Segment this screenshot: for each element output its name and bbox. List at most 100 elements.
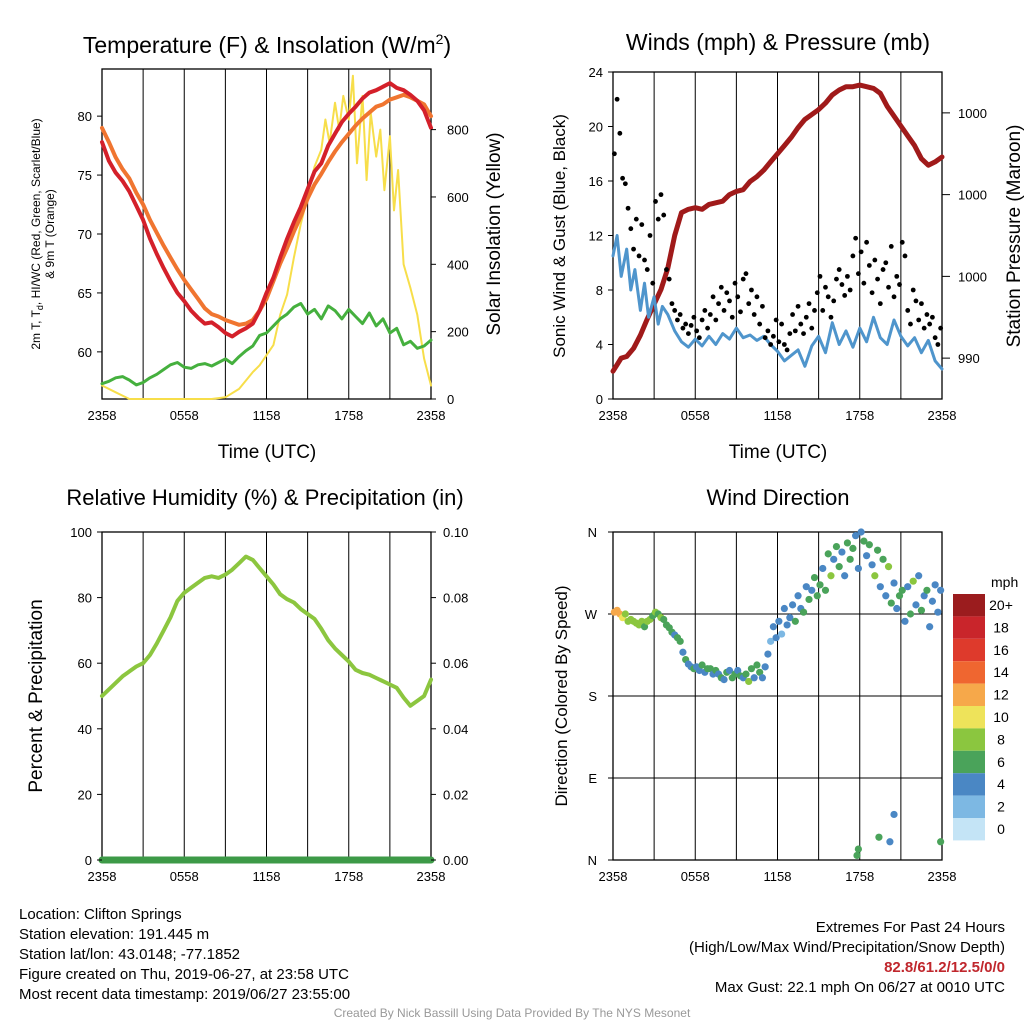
rh-x-tick-label: 1158: [253, 869, 281, 884]
station-location: Location: Clifton Springs: [19, 906, 182, 923]
rh-x-tick-label: 2358: [88, 869, 117, 884]
temp-y-right-tick-label: 400: [447, 257, 469, 272]
wind-series-black-point: [864, 239, 870, 245]
wind-series-black-point: [938, 325, 944, 331]
legend-label: 18: [993, 619, 1009, 635]
wind-x-axis-label: Time (UTC): [729, 442, 828, 463]
wind-series-black-point: [927, 321, 933, 327]
wind-x-tick-label: 2358: [599, 408, 628, 423]
wind-series-black-point: [787, 331, 793, 336]
wind-series-black-point: [921, 325, 927, 331]
temp-x-tick-label: 0558: [170, 408, 199, 423]
dir-point: [868, 561, 876, 569]
wind-series-black-point: [812, 308, 817, 313]
wind-series-black-point: [803, 314, 809, 320]
wind-series-black-point: [801, 331, 806, 336]
rh-x-tick-label: 0558: [170, 869, 199, 884]
dir-point: [786, 614, 794, 622]
dir-point: [832, 542, 841, 551]
dir-point: [835, 563, 843, 571]
temp-y-label-part: 2m T, T: [29, 309, 43, 349]
wind-y-tick-label: 24: [589, 65, 603, 80]
temp-x-tick-label: 2358: [417, 408, 446, 423]
wind-series-black-point: [625, 205, 631, 211]
wind-series-black-point: [924, 312, 930, 317]
temp-y-right-tick-label: 600: [447, 190, 469, 205]
dir-point: [854, 845, 862, 853]
dir-point: [679, 648, 687, 656]
wind-series-black-point: [675, 317, 680, 323]
wind-series-black-point: [694, 328, 700, 334]
dir-point: [753, 661, 761, 669]
dir-x-tick-label: 1158: [764, 869, 792, 884]
wind-series-black-point: [792, 328, 798, 334]
wind-series-black-point: [902, 253, 908, 259]
rh-y-right-tick-label: 0.06: [443, 656, 468, 671]
dir-point: [802, 583, 810, 591]
dir-point: [876, 583, 884, 591]
temp-x-tick-label: 1158: [253, 408, 281, 423]
rh-y-right-tick-label: 0.02: [443, 787, 468, 802]
wind-series-black-point: [680, 325, 686, 331]
dir-point: [819, 564, 827, 573]
dir-point: [805, 595, 813, 604]
wind-y-right-tick-label: 1000: [958, 269, 987, 284]
legend-swatch: [953, 773, 985, 796]
dir-point: [917, 606, 926, 614]
wind-series-black-point: [653, 199, 658, 204]
dir-point: [893, 604, 901, 613]
rh-y-right-tick-label: 0.08: [443, 591, 468, 606]
wind-series-black-point: [888, 244, 894, 249]
wind-series-black-point: [633, 216, 639, 222]
wind-series-black-point: [919, 301, 924, 307]
dir-point: [695, 666, 703, 675]
dir-point: [758, 674, 767, 682]
dir-point: [915, 572, 923, 580]
dir-point: [769, 623, 777, 631]
wind-series-black-point: [899, 239, 905, 245]
dir-point: [813, 592, 821, 600]
wind-series-black-point: [740, 276, 746, 282]
dir-point: [791, 617, 799, 625]
dir-x-tick-label: 2358: [599, 869, 628, 884]
dir-point: [756, 668, 764, 676]
wind-series-black-point: [749, 287, 754, 293]
dir-x-tick-label: 1758: [845, 869, 874, 884]
wind-series-black-point: [910, 287, 916, 293]
wind-series-black-point: [713, 317, 719, 323]
wind-series-black-point: [855, 271, 861, 277]
rh-title: Relative Humidity (%) & Precipitation (i…: [66, 485, 463, 510]
dir-point: [928, 597, 937, 605]
wind-series-black-point: [886, 284, 891, 290]
dir-point: [821, 586, 830, 594]
dir-point: [794, 592, 802, 600]
dir-point: [775, 617, 783, 625]
max-gust: Max Gust: 22.1 mph On 06/27 at 0010 UTC: [714, 979, 1005, 996]
legend-label: 14: [993, 664, 1009, 680]
dir-point: [931, 581, 939, 589]
credit-line: Created By Nick Bassill Using Data Provi…: [333, 1006, 691, 1020]
wind-y-tick-label: 16: [589, 174, 603, 189]
wind-y-tick-label: 12: [589, 229, 603, 244]
legend-label: 12: [993, 687, 1009, 703]
wind-series-black-point: [658, 192, 664, 198]
wind-series-black-point: [790, 312, 795, 317]
wind-series-black-point: [897, 282, 902, 287]
wind-series-black-point: [614, 96, 620, 102]
wind-series-black-point: [880, 267, 886, 272]
temp-y-tick-label: 60: [78, 345, 92, 360]
wind-series-black-point: [729, 314, 735, 320]
wind-series-black-point: [661, 212, 667, 218]
dir-x-tick-label: 0558: [681, 869, 710, 884]
wind-y-axis-label: Sonic Wind & Gust (Blue, Black): [550, 114, 569, 358]
wind-series-black-point: [779, 321, 785, 327]
legend-swatch: [953, 661, 985, 684]
wind-series-black-point: [622, 181, 628, 187]
dir-point: [827, 572, 835, 580]
wind-series-black-point: [611, 151, 617, 157]
dir-point: [734, 666, 742, 675]
dir-point: [838, 548, 846, 556]
wind-series-black-point: [636, 253, 642, 259]
wind-series-black-point: [650, 280, 656, 286]
wind-y-tick-label: 8: [596, 283, 603, 298]
